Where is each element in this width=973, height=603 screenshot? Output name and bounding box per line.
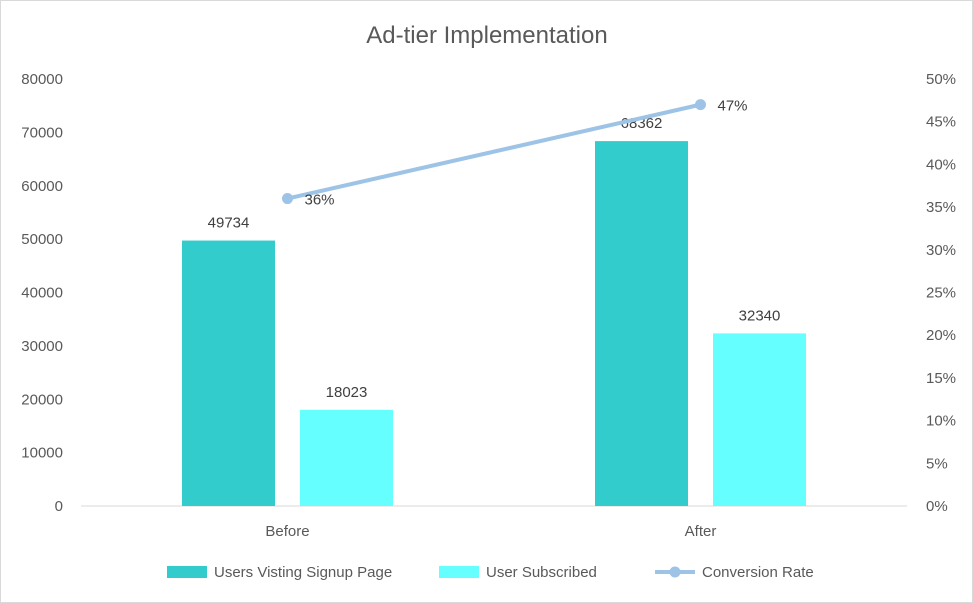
line-point <box>282 193 293 205</box>
bar-data-label: 32340 <box>739 307 781 324</box>
bar <box>300 409 393 506</box>
legend: Users Visting Signup Page User Subscribed… <box>167 564 814 581</box>
x-axis-category-label: After <box>685 523 717 540</box>
left-axis-tick-label: 40000 <box>21 285 63 302</box>
right-axis-tick-label: 45% <box>926 114 956 131</box>
left-axis-tick-label: 70000 <box>21 124 63 141</box>
left-axis: 0 10000 20000 30000 40000 50000 60000 70000 8000… <box>21 71 63 515</box>
x-axis-category-label: Before <box>265 523 309 540</box>
left-axis-tick-label: 10000 <box>21 445 63 462</box>
legend-swatch <box>439 566 479 578</box>
right-axis-tick-label: 35% <box>926 199 956 216</box>
line-data-label: 47% <box>718 98 748 115</box>
bar <box>713 333 806 506</box>
legend-label: Users Visting Signup Page <box>214 564 392 581</box>
right-axis-tick-label: 20% <box>926 327 956 344</box>
left-axis-tick-label: 60000 <box>21 178 63 195</box>
left-axis-tick-label: 30000 <box>21 338 63 355</box>
bar-data-label: 49734 <box>208 215 250 232</box>
legend-label: User Subscribed <box>486 564 597 581</box>
legend-swatch <box>167 566 207 578</box>
right-axis-tick-label: 0% <box>926 498 948 515</box>
right-axis-tick-label: 50% <box>926 71 956 88</box>
line-series: 36% 47% <box>282 98 748 209</box>
left-axis-tick-label: 20000 <box>21 391 63 408</box>
right-axis-tick-label: 15% <box>926 370 956 387</box>
legend-label: Conversion Rate <box>702 564 814 581</box>
right-axis-tick-label: 10% <box>926 413 956 430</box>
right-axis-tick-label: 5% <box>926 455 948 472</box>
bar <box>595 141 688 506</box>
legend-marker <box>669 566 681 578</box>
left-axis-tick-label: 80000 <box>21 71 63 88</box>
line-data-label: 36% <box>305 192 335 209</box>
line-path <box>285 102 703 201</box>
left-axis-tick-label: 0 <box>55 498 63 515</box>
bar-data-label: 18023 <box>326 384 368 401</box>
line-point <box>695 99 706 111</box>
chart-title: Ad-tier Implementation <box>366 22 607 49</box>
bar <box>182 240 275 506</box>
right-axis: 0% 5% 10% 15% 20% 25% 30% 35% 40% 45% 50% <box>926 71 956 515</box>
left-axis-tick-label: 50000 <box>21 231 63 248</box>
x-axis-labels: Before After <box>265 523 716 540</box>
right-axis-tick-label: 40% <box>926 156 956 173</box>
right-axis-tick-label: 25% <box>926 285 956 302</box>
right-axis-tick-label: 30% <box>926 242 956 259</box>
